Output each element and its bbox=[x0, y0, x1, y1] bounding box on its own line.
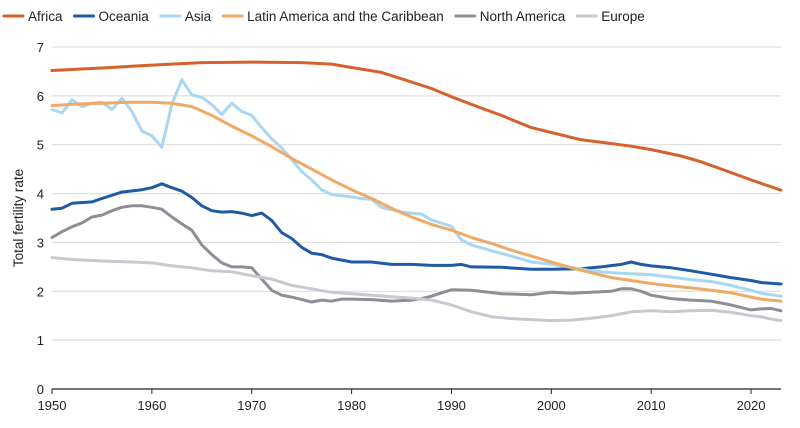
y-tick-label: 7 bbox=[37, 40, 44, 55]
y-tick-label: 0 bbox=[37, 382, 44, 397]
y-tick-label: 2 bbox=[37, 284, 44, 299]
y-tick-label: 3 bbox=[37, 235, 44, 250]
legend: Africa Oceania Asia Latin America and the C… bbox=[2, 9, 645, 24]
series-line-latin-america-and-the-caribbean bbox=[50, 100, 783, 303]
x-tick-label: 1970 bbox=[237, 398, 266, 413]
legend-label-asia: Asia bbox=[185, 9, 212, 24]
y-tick-label: 1 bbox=[37, 333, 44, 348]
legend-label-oceania: Oceania bbox=[99, 9, 150, 24]
legend-label-latin-america-and-the-caribbean: Latin America and the Caribbean bbox=[247, 9, 444, 24]
y-tick-label: 6 bbox=[37, 89, 44, 104]
x-tick-label: 2010 bbox=[637, 398, 666, 413]
y-tick-label: 5 bbox=[37, 138, 44, 153]
x-tick-label: 2020 bbox=[737, 398, 766, 413]
legend-label-africa: Africa bbox=[28, 9, 63, 24]
x-tick-label: 1960 bbox=[137, 398, 166, 413]
x-tick-label: 2000 bbox=[537, 398, 566, 413]
axes: 0 1 2 3 4 5 6 7 1950 1960 1970 1980 1990 2000 2010 2020 bbox=[37, 40, 781, 413]
series-line-oceania bbox=[50, 182, 783, 286]
x-tick-label: 1990 bbox=[437, 398, 466, 413]
y-axis-label: Total fertility rate bbox=[11, 169, 26, 267]
legend-label-north-america: North America bbox=[480, 9, 566, 24]
series-line-north-america bbox=[50, 204, 783, 313]
y-tick-label: 4 bbox=[37, 187, 44, 202]
series-line-europe bbox=[50, 256, 783, 323]
x-tick-label: 1950 bbox=[38, 398, 67, 413]
series-layer bbox=[50, 60, 783, 323]
x-tick-label: 1980 bbox=[337, 398, 366, 413]
series-line-asia bbox=[50, 78, 783, 298]
legend-label-europe: Europe bbox=[601, 9, 645, 24]
series-line-africa bbox=[50, 60, 783, 192]
gridlines bbox=[52, 46, 781, 341]
